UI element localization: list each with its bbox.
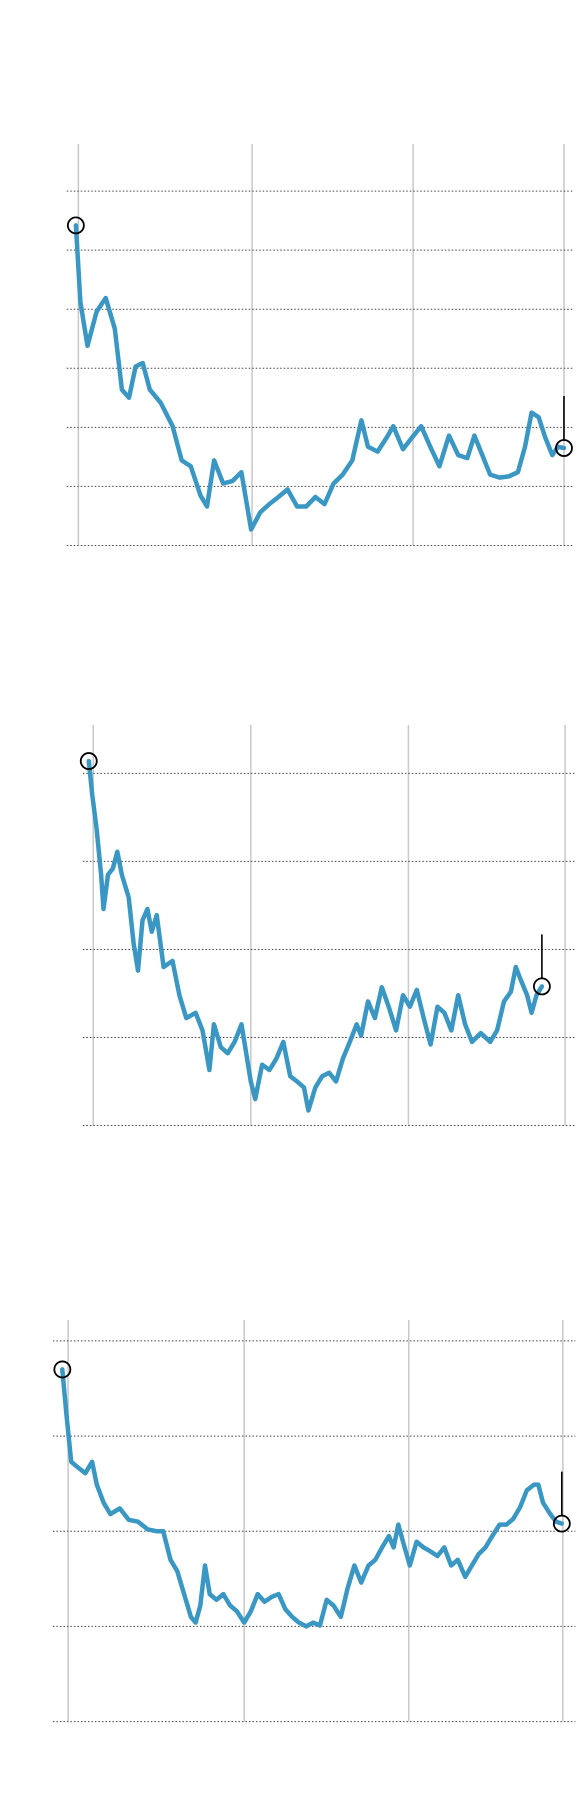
- point-marker: [555, 439, 573, 457]
- point-marker: [79, 752, 98, 770]
- line: [60, 1367, 565, 1629]
- line: [86, 758, 545, 1113]
- point-marker: [66, 216, 85, 235]
- point-marker: [53, 1360, 72, 1379]
- point-marker: [533, 977, 551, 996]
- point-marker: [552, 1514, 571, 1533]
- line: [73, 223, 567, 532]
